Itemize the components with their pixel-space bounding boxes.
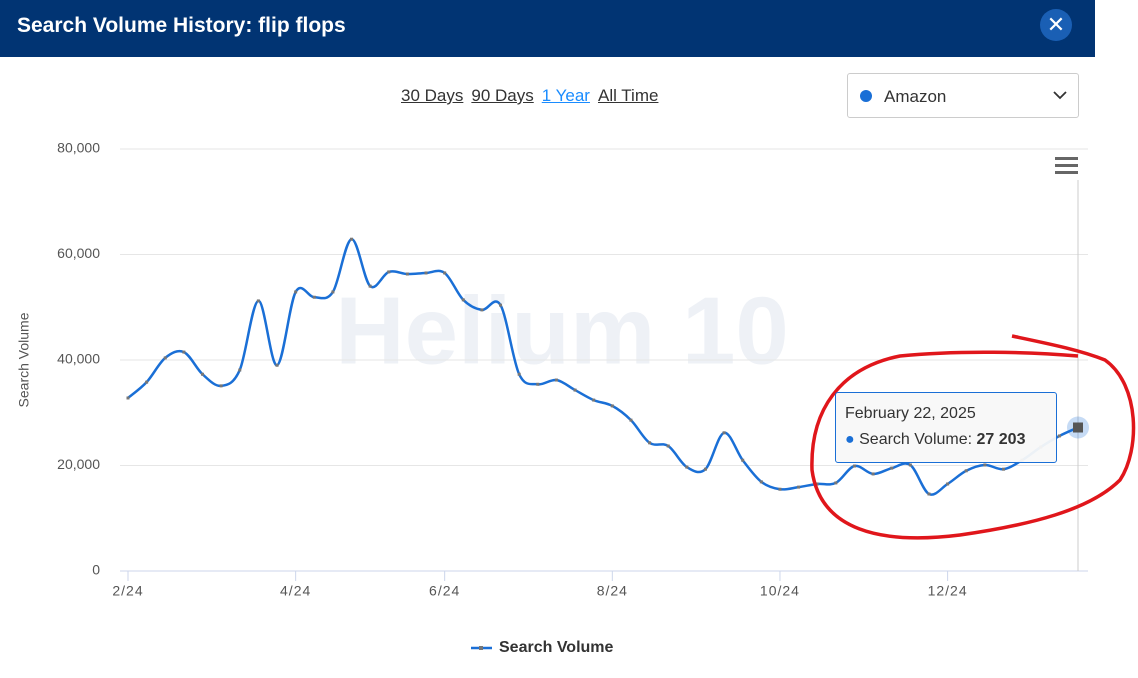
watermark: Helium 10 bbox=[335, 277, 789, 384]
point bbox=[592, 398, 596, 402]
marketplace-dropdown[interactable]: Amazon bbox=[847, 73, 1079, 118]
y-tick-label: 0 bbox=[92, 562, 100, 578]
close-button[interactable]: ✕ bbox=[1040, 9, 1072, 41]
point bbox=[573, 388, 577, 392]
range-option[interactable]: All Time bbox=[597, 86, 659, 105]
range-option[interactable]: 90 Days bbox=[471, 86, 534, 105]
point bbox=[350, 237, 354, 241]
y-tick-label: 80,000 bbox=[57, 140, 100, 156]
point bbox=[163, 356, 167, 360]
point bbox=[834, 481, 838, 485]
point bbox=[964, 469, 968, 473]
tooltip-value: 27 203 bbox=[976, 431, 1026, 448]
marketplace-dot bbox=[860, 90, 872, 102]
point bbox=[815, 482, 819, 486]
point bbox=[424, 271, 428, 275]
point bbox=[666, 444, 670, 448]
x-tick-label: 6/24 bbox=[429, 583, 460, 599]
point bbox=[1073, 422, 1083, 433]
point bbox=[946, 482, 950, 486]
range-selector: 30 Days 90 Days 1 Year All Time bbox=[401, 86, 666, 106]
point bbox=[145, 380, 149, 384]
point bbox=[201, 372, 205, 376]
point bbox=[499, 303, 503, 307]
range-option[interactable]: 1 Year bbox=[541, 86, 590, 105]
dropdown-arrow bbox=[1053, 91, 1067, 100]
point bbox=[275, 363, 279, 367]
legend-label: Search Volume bbox=[499, 639, 614, 656]
point bbox=[126, 396, 130, 400]
series-line bbox=[127, 237, 1079, 496]
point bbox=[219, 384, 223, 388]
point bbox=[368, 284, 372, 288]
point bbox=[703, 467, 707, 471]
point bbox=[1001, 467, 1005, 471]
x-tick-label: 2/24 bbox=[112, 583, 143, 599]
point bbox=[536, 382, 540, 386]
point bbox=[294, 290, 298, 294]
point bbox=[890, 466, 894, 470]
x-tick-label: 4/24 bbox=[280, 583, 311, 599]
point bbox=[927, 492, 931, 496]
x-tick-label: 10/24 bbox=[760, 583, 800, 599]
point bbox=[852, 464, 856, 468]
y-tick-label: 20,000 bbox=[57, 456, 100, 472]
point bbox=[908, 463, 912, 467]
point bbox=[256, 299, 260, 303]
point bbox=[722, 431, 726, 435]
point bbox=[778, 487, 782, 491]
point bbox=[983, 463, 987, 467]
tooltip-row: ● Search Volume: 27 203 bbox=[845, 431, 1026, 448]
header: Search Volume History: flip flops ✕ bbox=[0, 0, 1095, 57]
y-tick-label: 40,000 bbox=[57, 351, 100, 367]
tooltip: February 22, 2025 ● Search Volume: 27 20… bbox=[835, 392, 1057, 463]
point bbox=[797, 485, 801, 489]
point bbox=[238, 368, 242, 372]
marketplace-label: Amazon bbox=[884, 87, 947, 106]
y-axis-label: Search Volume bbox=[16, 312, 32, 407]
point bbox=[405, 272, 409, 276]
x-tick-label: 8/24 bbox=[597, 583, 628, 599]
point bbox=[610, 404, 614, 408]
legend-dot bbox=[479, 646, 483, 650]
point bbox=[331, 290, 335, 294]
range-option[interactable]: 30 Days bbox=[401, 86, 464, 105]
tooltip-title: February 22, 2025 bbox=[845, 405, 976, 422]
point bbox=[480, 308, 484, 312]
point bbox=[443, 271, 447, 275]
point bbox=[1057, 434, 1061, 438]
point bbox=[461, 298, 465, 302]
point bbox=[312, 295, 316, 299]
annotation-circle bbox=[810, 334, 1136, 540]
y-tick-label: 60,000 bbox=[57, 245, 100, 261]
point bbox=[517, 372, 521, 376]
x-tick-label: 12/24 bbox=[928, 583, 968, 599]
point bbox=[871, 472, 875, 476]
chart-menu[interactable] bbox=[1055, 157, 1078, 174]
header-title: Search Volume History: flip flops bbox=[17, 14, 346, 37]
point bbox=[182, 350, 186, 354]
point bbox=[759, 480, 763, 484]
point bbox=[554, 378, 558, 382]
point bbox=[387, 270, 391, 274]
point bbox=[629, 418, 633, 422]
point bbox=[741, 458, 745, 462]
tooltip-series: Search Volume: bbox=[859, 431, 973, 448]
point bbox=[648, 441, 652, 445]
point bbox=[685, 465, 689, 469]
